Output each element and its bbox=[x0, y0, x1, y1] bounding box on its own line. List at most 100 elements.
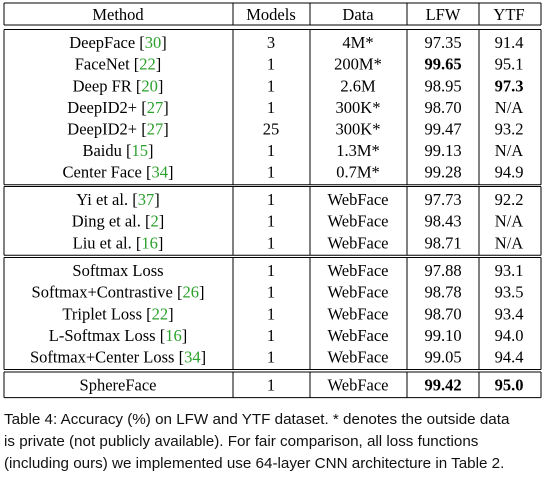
models-cell: 1 bbox=[267, 261, 275, 280]
citation-link: 34 bbox=[151, 163, 168, 182]
method-cell: Triplet Loss [22] bbox=[62, 304, 173, 323]
data-cell: WebFace bbox=[328, 326, 389, 345]
table-row: Softmax+Contrastive [26] 1 WebFace 98.78 93.… bbox=[32, 283, 524, 302]
method-cell: Softmax+Contrastive [26] bbox=[32, 283, 205, 302]
models-cell: 1 bbox=[267, 141, 275, 160]
ytf-cell: N/A bbox=[495, 233, 524, 252]
models-cell: 1 bbox=[267, 326, 275, 345]
table-caption: Table 4: Accuracy (%) on LFW and YTF dat… bbox=[4, 409, 546, 475]
ytf-cell: 95.1 bbox=[495, 55, 524, 74]
table-row: FaceNet [22] 1 200M* 99.65 95.1 bbox=[75, 55, 524, 74]
citation-link: 27 bbox=[147, 120, 164, 139]
ytf-cell: 94.4 bbox=[495, 348, 524, 367]
method-cell: DeepID2+ [27] bbox=[67, 120, 168, 139]
ytf-cell: 93.5 bbox=[495, 283, 524, 302]
caption-line: Table 4: Accuracy (%) on LFW and YTF dat… bbox=[4, 411, 510, 428]
ytf-cell: N/A bbox=[495, 98, 524, 117]
models-cell: 3 bbox=[267, 33, 275, 52]
ytf-cell: 92.2 bbox=[495, 190, 524, 209]
models-cell: 1 bbox=[267, 283, 275, 302]
lfw-cell: 98.95 bbox=[424, 76, 461, 95]
ytf-cell: N/A bbox=[495, 141, 524, 160]
data-cell: 300K* bbox=[336, 98, 381, 117]
ytf-cell: 93.2 bbox=[495, 120, 524, 139]
method-cell: Center Face [34] bbox=[63, 163, 174, 182]
models-cell: 1 bbox=[267, 190, 275, 209]
table-row: Deep FR [20] 1 2.6M 98.95 97.3 bbox=[73, 76, 524, 95]
method-cell: SphereFace bbox=[80, 376, 157, 395]
data-cell: WebFace bbox=[328, 261, 389, 280]
data-cell: WebFace bbox=[328, 348, 389, 367]
citation-link: 16 bbox=[165, 326, 182, 345]
method-cell: Deep FR [20] bbox=[73, 76, 164, 95]
lfw-cell: 99.65 bbox=[424, 55, 461, 74]
data-cell: WebFace bbox=[328, 233, 389, 252]
citation-link: 2 bbox=[151, 212, 159, 231]
caption-line: is private (not publicly available). For… bbox=[4, 433, 479, 450]
lfw-cell: 99.10 bbox=[424, 326, 461, 345]
lfw-cell: 97.88 bbox=[424, 261, 461, 280]
lfw-cell: 99.28 bbox=[424, 163, 461, 182]
citation-link: 22 bbox=[152, 304, 169, 323]
table-row: Liu et al. [16] 1 WebFace 98.71 N/A bbox=[73, 233, 524, 252]
table-row: Softmax Loss 1 WebFace 97.88 93.1 bbox=[72, 261, 523, 280]
lfw-cell: 98.43 bbox=[424, 212, 461, 231]
data-cell: WebFace bbox=[328, 304, 389, 323]
column-header: YTF bbox=[493, 5, 524, 24]
data-cell: 0.7M* bbox=[336, 163, 380, 182]
data-cell: WebFace bbox=[328, 212, 389, 231]
data-cell: 200M* bbox=[334, 55, 382, 74]
data-cell: 2.6M bbox=[340, 76, 376, 95]
ytf-cell: N/A bbox=[495, 212, 524, 231]
column-header: Method bbox=[92, 5, 144, 24]
citation-link: 30 bbox=[145, 33, 162, 52]
lfw-cell: 98.78 bbox=[424, 283, 461, 302]
lfw-cell: 99.13 bbox=[424, 141, 461, 160]
ytf-cell: 94.9 bbox=[495, 163, 524, 182]
table-row: L-Softmax Loss [16] 1 WebFace 99.10 94.0 bbox=[49, 326, 524, 345]
models-cell: 1 bbox=[267, 76, 275, 95]
data-cell: WebFace bbox=[328, 190, 389, 209]
table-row: Yi et al. [37] 1 WebFace 97.73 92.2 bbox=[76, 190, 523, 209]
method-cell: DeepFace [30] bbox=[69, 33, 167, 52]
lfw-cell: 99.05 bbox=[424, 348, 461, 367]
citation-link: 20 bbox=[141, 76, 158, 95]
models-cell: 1 bbox=[267, 376, 275, 395]
method-cell: Softmax Loss bbox=[72, 261, 163, 280]
lfw-cell: 97.35 bbox=[424, 33, 461, 52]
table-row: Triplet Loss [22] 1 WebFace 98.70 93.4 bbox=[62, 304, 523, 323]
data-cell: WebFace bbox=[328, 376, 389, 395]
models-cell: 1 bbox=[267, 304, 275, 323]
models-cell: 25 bbox=[263, 120, 280, 139]
column-header: Data bbox=[342, 5, 374, 24]
method-cell: Softmax+Center Loss [34] bbox=[30, 348, 206, 367]
table-row: DeepID2+ [27] 1 300K* 98.70 N/A bbox=[67, 98, 523, 117]
method-cell: L-Softmax Loss [16] bbox=[49, 326, 187, 345]
lfw-cell: 98.70 bbox=[424, 304, 461, 323]
citation-link: 16 bbox=[141, 233, 158, 252]
column-header: LFW bbox=[426, 5, 461, 24]
method-cell: DeepID2+ [27] bbox=[67, 98, 168, 117]
lfw-cell: 98.71 bbox=[424, 233, 461, 252]
table-row: DeepFace [30] 3 4M* 97.35 91.4 bbox=[69, 33, 523, 52]
models-cell: 1 bbox=[267, 55, 275, 74]
ytf-cell: 93.4 bbox=[495, 304, 524, 323]
table-row: Softmax+Center Loss [34] 1 WebFace 99.05 94.… bbox=[30, 348, 524, 367]
data-cell: 300K* bbox=[336, 120, 381, 139]
lfw-cell: 97.73 bbox=[424, 190, 461, 209]
models-cell: 1 bbox=[267, 163, 275, 182]
table-row: SphereFace 1 WebFace 99.42 95.0 bbox=[80, 376, 524, 395]
models-cell: 1 bbox=[267, 233, 275, 252]
models-cell: 1 bbox=[267, 348, 275, 367]
ytf-cell: 93.1 bbox=[495, 261, 524, 280]
ytf-cell: 94.0 bbox=[495, 326, 524, 345]
models-cell: 1 bbox=[267, 98, 275, 117]
table-row: Center Face [34] 1 0.7M* 99.28 94.9 bbox=[63, 163, 524, 182]
lfw-cell: 99.42 bbox=[424, 376, 461, 395]
citation-link: 22 bbox=[139, 55, 156, 74]
results-table: Method Models Data LFW YTF DeepFace [30] 3 4M* 9… bbox=[3, 2, 542, 399]
table-row: DeepID2+ [27] 25 300K* 99.47 93.2 bbox=[67, 120, 523, 139]
citation-link: 34 bbox=[184, 348, 201, 367]
data-cell: 1.3M* bbox=[336, 141, 380, 160]
method-cell: Yi et al. [37] bbox=[76, 190, 159, 209]
